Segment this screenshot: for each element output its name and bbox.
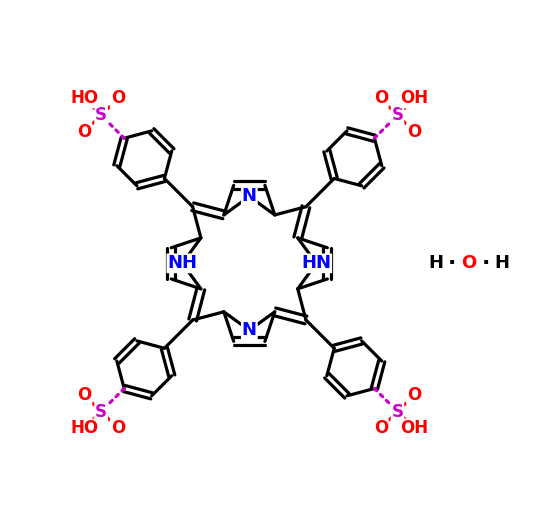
- Text: S: S: [391, 106, 403, 124]
- Text: NH: NH: [168, 254, 197, 272]
- Text: O: O: [111, 89, 125, 107]
- Text: H: H: [429, 254, 444, 272]
- Text: ·: ·: [448, 253, 456, 273]
- Text: H: H: [494, 254, 509, 272]
- Text: O: O: [111, 419, 125, 437]
- Text: ·: ·: [482, 253, 490, 273]
- Text: S: S: [95, 403, 107, 421]
- Text: OH: OH: [400, 419, 428, 437]
- Text: HO: HO: [70, 419, 98, 437]
- Text: OH: OH: [400, 89, 428, 107]
- Text: O: O: [407, 386, 422, 404]
- Text: O: O: [407, 123, 422, 141]
- Text: N: N: [242, 321, 257, 339]
- Text: O: O: [77, 123, 92, 141]
- Text: HN: HN: [301, 254, 331, 272]
- Text: O: O: [373, 419, 388, 437]
- Text: N: N: [242, 187, 257, 205]
- Text: O: O: [373, 89, 388, 107]
- Text: S: S: [95, 106, 107, 124]
- Text: HO: HO: [70, 89, 98, 107]
- Text: O: O: [77, 386, 92, 404]
- Text: O: O: [461, 254, 477, 272]
- Text: S: S: [391, 403, 403, 421]
